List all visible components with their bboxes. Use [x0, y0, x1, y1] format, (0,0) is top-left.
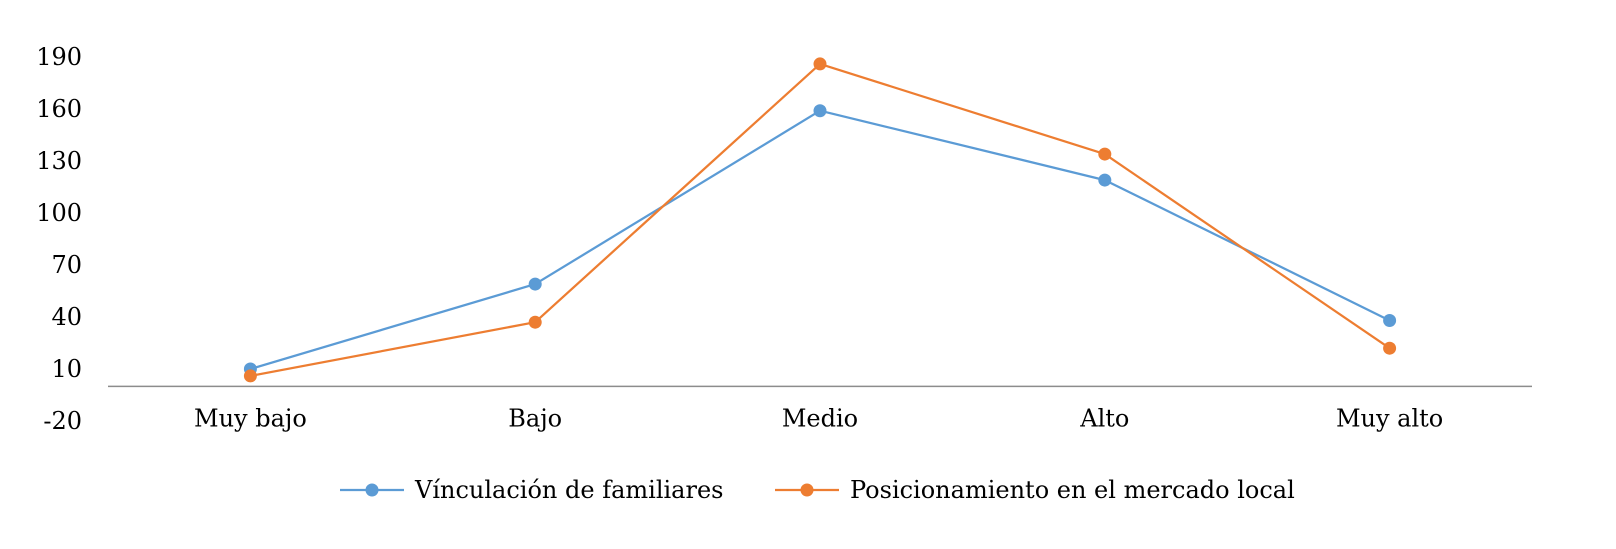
- y-tick-label: 40: [51, 303, 82, 331]
- series-2-point: [243, 369, 257, 383]
- series-2-point: [1383, 341, 1397, 355]
- x-tick-label: Bajo: [508, 404, 562, 432]
- series-1-point: [528, 277, 542, 291]
- legend-item: Vínculación de familiares: [340, 476, 723, 504]
- y-axis-tick-labels: -20 10 40 70 100 130 160 190: [36, 43, 82, 435]
- series-points: [243, 57, 1397, 383]
- series-2-point: [813, 57, 827, 71]
- y-tick-label: 130: [36, 147, 82, 175]
- x-axis-tick-labels: Muy bajo Bajo Medio Alto Muy alto: [194, 404, 1443, 432]
- legend-item: Posicionamiento en el mercado local: [775, 476, 1295, 504]
- y-tick-label: 160: [36, 95, 82, 123]
- y-tick-label: 10: [51, 355, 82, 383]
- x-tick-label: Alto: [1079, 404, 1129, 432]
- y-tick-label: 70: [51, 251, 82, 279]
- x-tick-label: Muy bajo: [194, 404, 307, 432]
- x-tick-label: Muy alto: [1336, 404, 1443, 432]
- series-2-point: [528, 315, 542, 329]
- legend-label: Posicionamiento en el mercado local: [850, 476, 1295, 504]
- series-2-point: [1098, 147, 1112, 161]
- y-tick-label: -20: [43, 407, 82, 435]
- legend: Vínculación de familiares Posicionamiento…: [340, 476, 1295, 504]
- legend-label: Vínculación de familiares: [414, 476, 723, 504]
- y-tick-label: 190: [36, 43, 82, 71]
- series-1-point: [1098, 173, 1112, 187]
- legend-swatch-marker: [800, 483, 814, 497]
- series-1-point: [1383, 313, 1397, 327]
- y-tick-label: 100: [36, 199, 82, 227]
- x-tick-label: Medio: [782, 404, 858, 432]
- legend-swatch-marker: [365, 483, 379, 497]
- series-line-1: [250, 109, 1391, 371]
- series-1-point: [813, 104, 827, 118]
